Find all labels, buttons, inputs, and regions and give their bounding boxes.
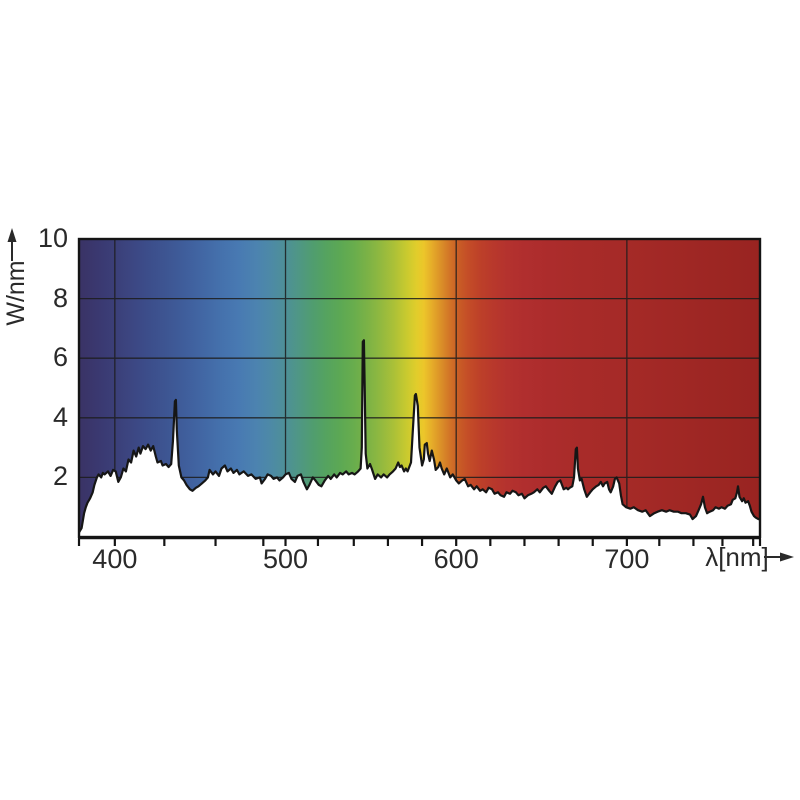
x-axis-arrow-icon [764,552,794,562]
x-axis-title: λ[nm] [705,542,769,572]
spd-curve [78,339,760,534]
x-axis-tick-label: 400 [92,544,138,574]
x-axis-tick-label: 700 [604,544,650,574]
y-axis-arrow-icon [7,228,17,261]
y-axis-tick-label: 8 [52,282,68,313]
x-axis-tick-label: 500 [262,544,309,574]
y-axis-tick-label: 10 [37,223,68,253]
y-axis-tick-label: 6 [52,342,68,373]
x-axis-ticks [77,539,762,546]
under-curve-white-mask [79,340,760,537]
y-axis-tick-label: 4 [52,401,68,432]
x-axis-tick-label: 600 [433,544,479,574]
y-axis-tick-label: 2 [52,461,68,492]
